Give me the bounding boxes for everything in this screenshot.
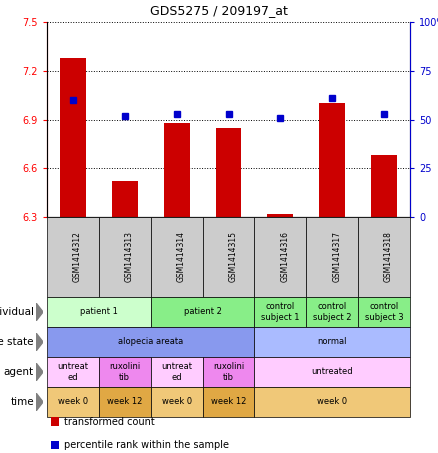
Bar [164, 123, 190, 217]
Text: GSM1414315: GSM1414315 [229, 231, 237, 283]
Text: normal: normal [318, 337, 347, 347]
Text: ruxolini
tib: ruxolini tib [109, 362, 141, 382]
Text: ruxolini
tib: ruxolini tib [213, 362, 244, 382]
Text: agent: agent [4, 367, 34, 377]
Text: untreat
ed: untreat ed [57, 362, 88, 382]
Text: control
subject 3: control subject 3 [365, 302, 403, 322]
Text: GSM1414316: GSM1414316 [280, 231, 290, 283]
Text: individual: individual [0, 307, 34, 317]
Text: control
subject 1: control subject 1 [261, 302, 300, 322]
Text: week 0: week 0 [58, 397, 88, 406]
Bar [319, 103, 345, 217]
Bar [60, 58, 86, 217]
Text: percentile rank within the sample: percentile rank within the sample [64, 440, 229, 450]
Polygon shape [36, 363, 43, 381]
Bar [112, 181, 138, 217]
Text: week 0: week 0 [162, 397, 192, 406]
Text: untreat
ed: untreat ed [161, 362, 192, 382]
Text: untreated: untreated [311, 367, 353, 376]
Text: GDS5275 / 209197_at: GDS5275 / 209197_at [150, 5, 288, 18]
Polygon shape [36, 333, 43, 351]
Text: week 12: week 12 [211, 397, 246, 406]
Text: control
subject 2: control subject 2 [313, 302, 351, 322]
Text: disease state: disease state [0, 337, 34, 347]
Text: GSM1414318: GSM1414318 [384, 231, 393, 282]
Text: GSM1414313: GSM1414313 [125, 231, 134, 283]
Text: week 0: week 0 [317, 397, 347, 406]
Polygon shape [36, 393, 43, 411]
Text: GSM1414312: GSM1414312 [73, 231, 82, 282]
Text: GSM1414314: GSM1414314 [177, 231, 186, 283]
Text: GSM1414317: GSM1414317 [332, 231, 341, 283]
Text: patient 1: patient 1 [80, 308, 118, 317]
Bar [267, 214, 293, 217]
Text: week 12: week 12 [107, 397, 142, 406]
Bar [215, 128, 241, 217]
Text: patient 2: patient 2 [184, 308, 222, 317]
Bar [371, 155, 397, 217]
Polygon shape [36, 303, 43, 321]
Text: time: time [10, 397, 34, 407]
Text: transformed count: transformed count [64, 416, 154, 427]
Text: alopecia areata: alopecia areata [118, 337, 184, 347]
